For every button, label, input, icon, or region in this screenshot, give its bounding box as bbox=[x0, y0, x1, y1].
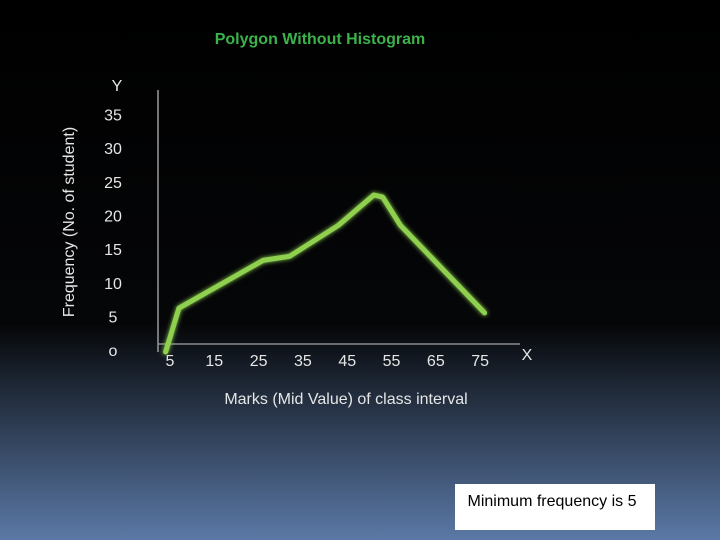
x-tick-label: 45 bbox=[338, 353, 356, 370]
chart-title: Polygon Without Histogram bbox=[215, 31, 426, 48]
x-tick-label: 65 bbox=[427, 353, 445, 370]
x-tick-label: 55 bbox=[383, 353, 401, 370]
y-tick-label: 15 bbox=[104, 242, 122, 259]
x-tick-label: 35 bbox=[294, 353, 312, 370]
x-axis-letter: X bbox=[522, 347, 533, 364]
x-axis-label: Marks (Mid Value) of class interval bbox=[224, 391, 467, 408]
y-tick-label: 20 bbox=[104, 208, 122, 225]
y-tick-label: o bbox=[109, 343, 118, 360]
y-tick-label: 30 bbox=[104, 141, 122, 158]
annotation: Minimum frequency is 5 bbox=[468, 493, 637, 510]
y-axis-label: Frequency (No. of student) bbox=[61, 127, 78, 317]
x-tick-label: 15 bbox=[205, 353, 223, 370]
x-tick-label: 25 bbox=[250, 353, 268, 370]
annotation-box bbox=[455, 484, 655, 530]
y-tick-label: 25 bbox=[104, 175, 122, 192]
y-tick-label: 10 bbox=[104, 276, 122, 293]
x-tick-label: 75 bbox=[471, 353, 489, 370]
y-axis-letter: Y bbox=[112, 78, 123, 95]
polygon-line bbox=[163, 192, 488, 355]
x-tick-label: 5 bbox=[166, 353, 175, 370]
y-tick-label: 5 bbox=[109, 310, 118, 327]
y-tick-label: 35 bbox=[104, 107, 122, 124]
